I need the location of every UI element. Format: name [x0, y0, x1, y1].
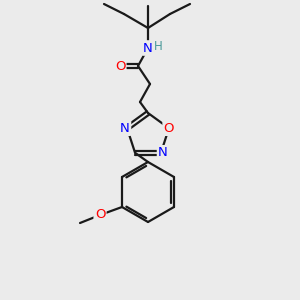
Text: N: N — [158, 146, 168, 159]
Text: N: N — [120, 122, 130, 135]
Text: H: H — [154, 40, 162, 52]
Text: O: O — [115, 59, 125, 73]
Text: O: O — [95, 208, 105, 221]
Text: N: N — [143, 41, 153, 55]
Text: O: O — [164, 122, 174, 135]
